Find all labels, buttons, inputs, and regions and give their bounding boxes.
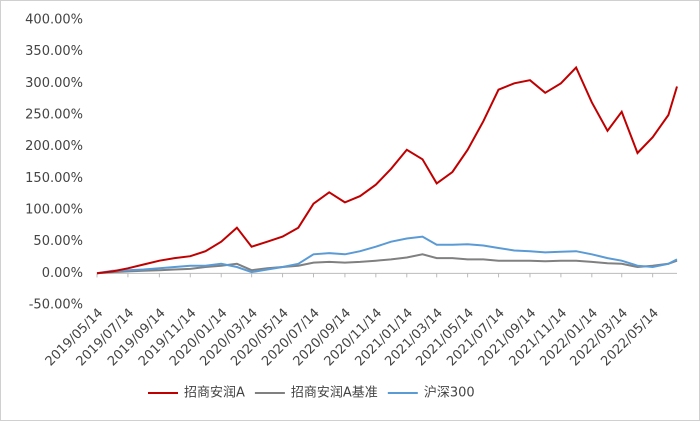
series-line: [96, 253, 678, 275]
legend-label: 沪深300: [424, 385, 475, 401]
y-tick-label: 200.00%: [25, 139, 83, 154]
y-tick-label: 350.00%: [25, 44, 83, 59]
y-tick-label: 250.00%: [25, 108, 83, 123]
y-tick-label: 150.00%: [25, 171, 83, 186]
y-tick-label: 300.00%: [25, 76, 83, 91]
y-tick-label: -50.00%: [29, 298, 83, 313]
legend-label: 招商安润A基准: [291, 386, 378, 401]
y-tick-label: 100.00%: [25, 203, 83, 218]
y-tick-label: 50.00%: [33, 234, 83, 249]
series-line: [96, 65, 678, 275]
legend-label: 招商安润A: [184, 386, 245, 401]
y-tick-label: 0.00%: [42, 266, 83, 281]
series-line: [96, 235, 678, 275]
y-tick-label: 400.00%: [25, 13, 83, 28]
